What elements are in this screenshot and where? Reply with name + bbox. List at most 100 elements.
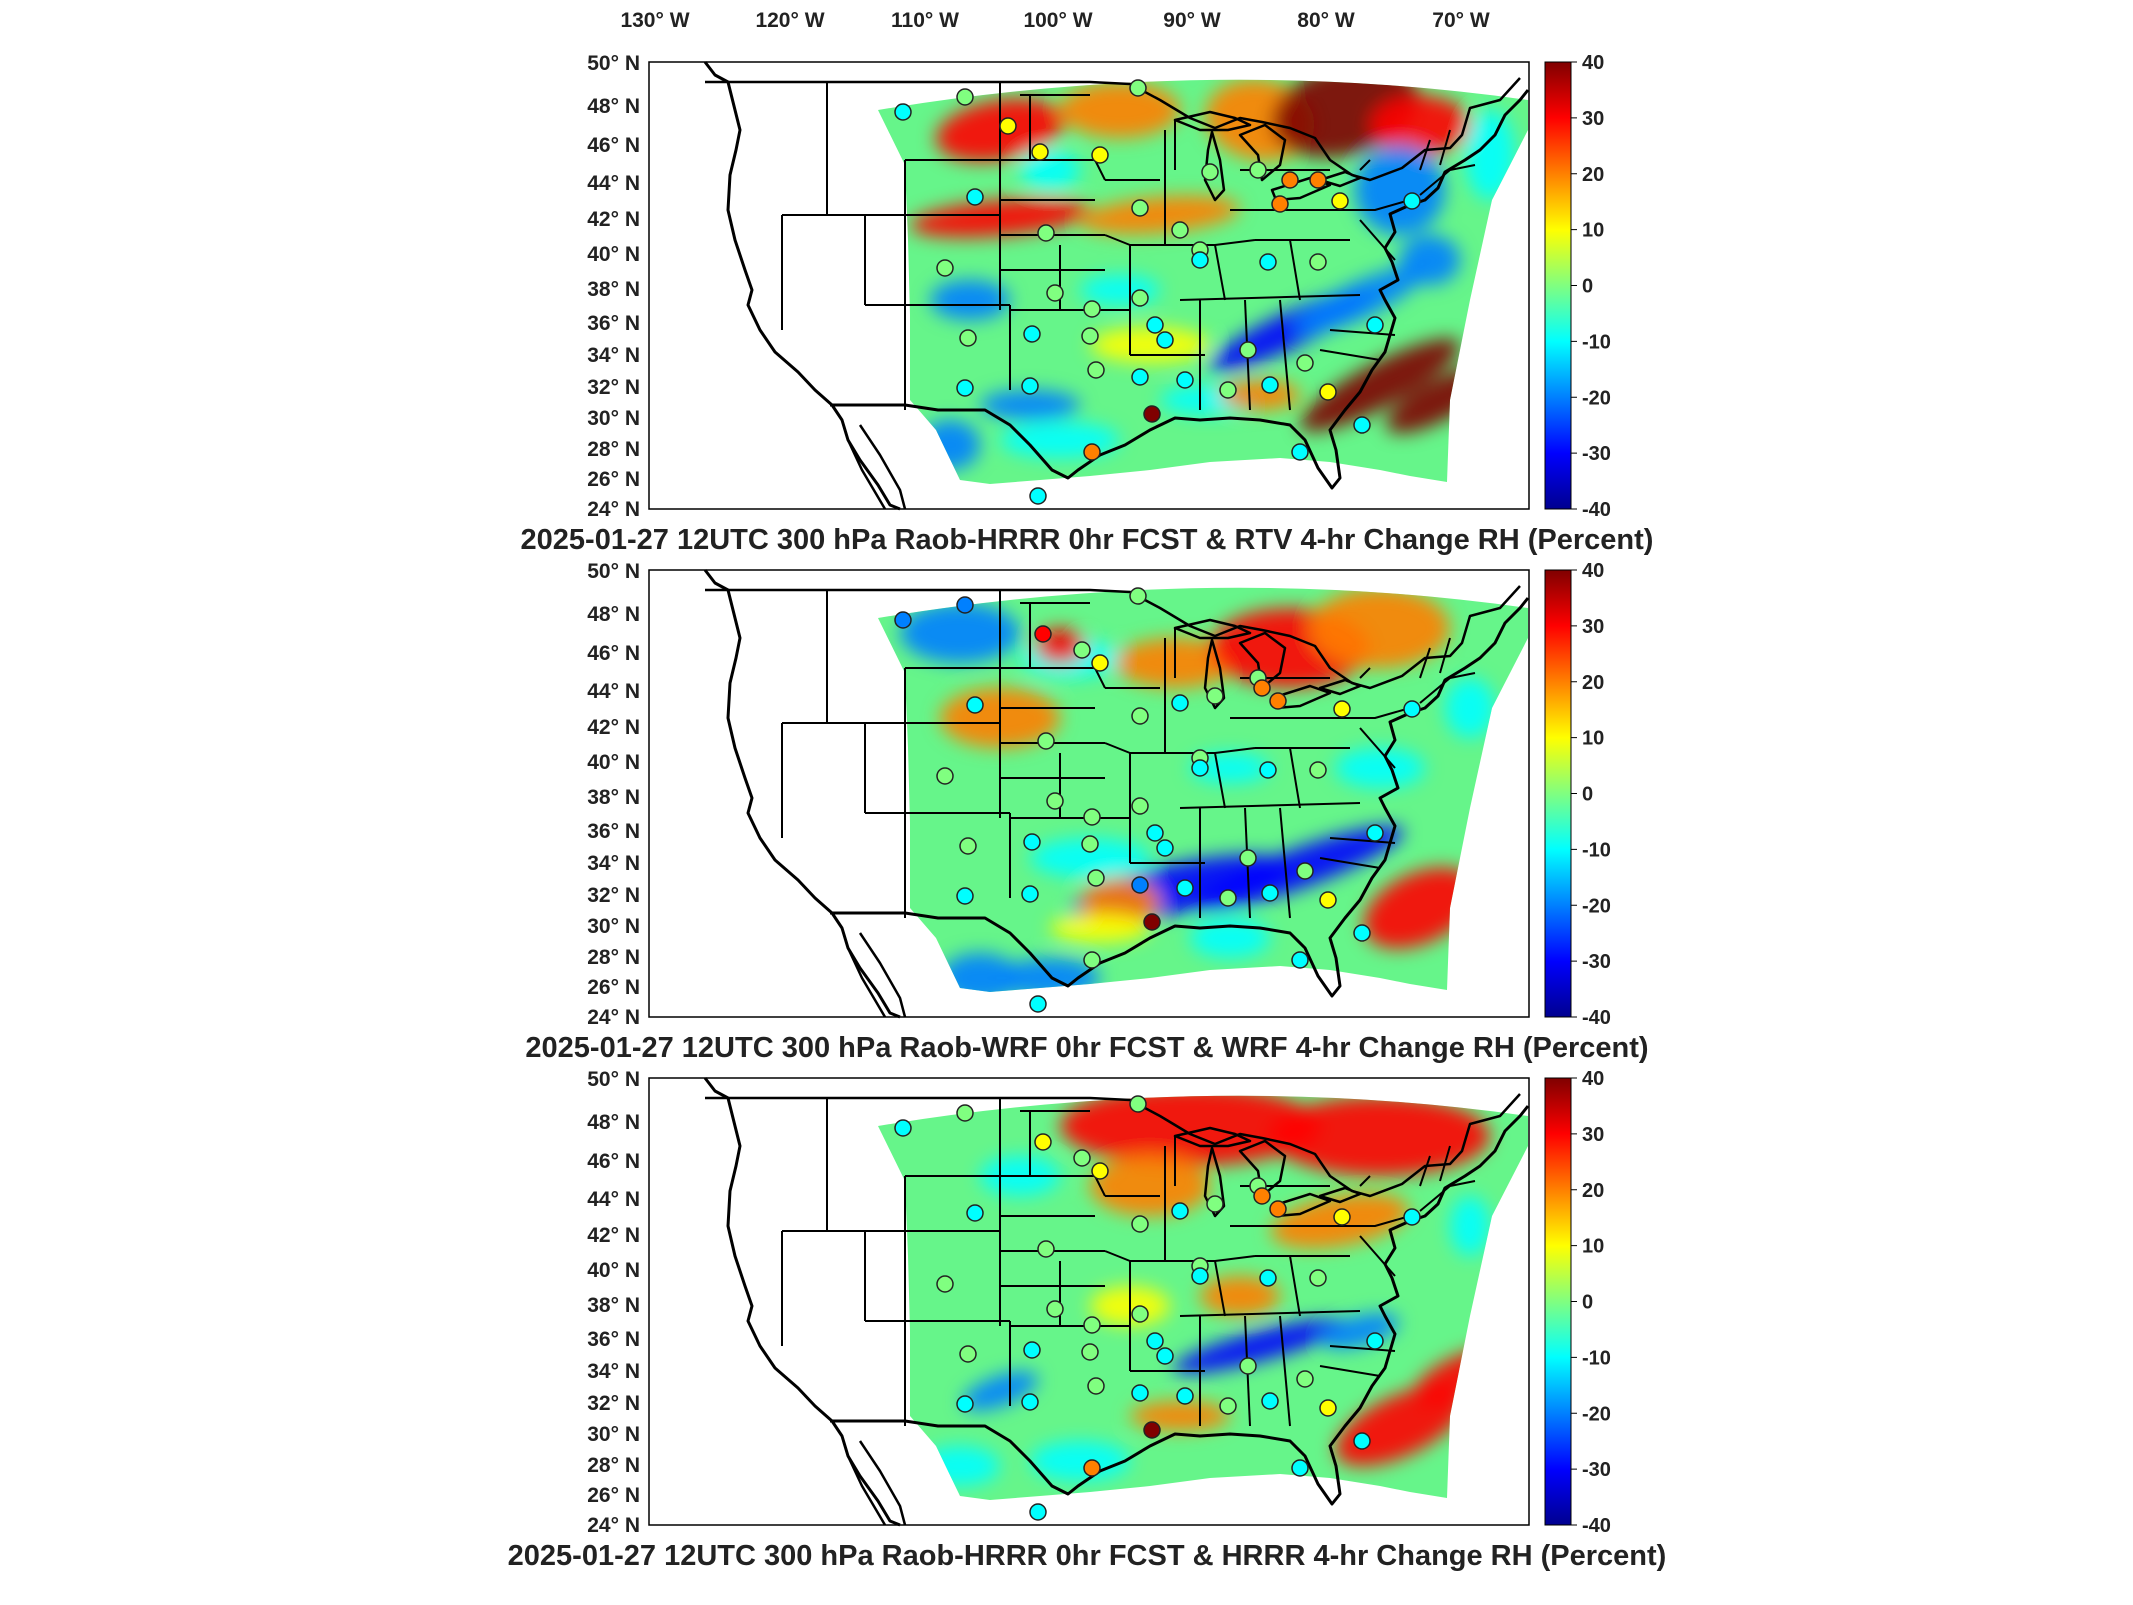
- raob-stations: [894, 1095, 1421, 1521]
- raob-station-marker: [1309, 761, 1327, 779]
- raob-station-marker: [1073, 1149, 1091, 1167]
- colorbar-tick-label: 0: [1582, 276, 1593, 298]
- baja-coast: [846, 1440, 907, 1526]
- raob-station-marker: [1083, 1316, 1101, 1334]
- raob-station-marker: [1403, 700, 1421, 718]
- field-anomaly: [1310, 588, 1450, 668]
- colorbar-tick-label: -20: [1582, 387, 1611, 409]
- colorbar-tick-label: 20: [1582, 1180, 1604, 1202]
- state-boundary: [1419, 164, 1476, 196]
- lat-label: 46° N: [587, 134, 640, 157]
- raob-station-marker: [1281, 171, 1299, 189]
- map-body: 40 30 20 10 0 -10 -20 -30 -40: [648, 560, 1611, 1029]
- panel-title: 2025-01-27 12UTC 300 hPa Raob-WRF 0hr FC…: [525, 1032, 1648, 1064]
- colorbar-tick-label: 40: [1582, 560, 1604, 582]
- lat-label: 46° N: [587, 642, 640, 665]
- raob-station-marker: [1171, 221, 1189, 239]
- field-anomaly: [1060, 82, 1180, 138]
- field-anomaly: [1090, 1156, 1210, 1216]
- great-lake-outline: [1238, 1139, 1287, 1198]
- lat-label: 50° N: [587, 1068, 640, 1091]
- field-anomaly: [1030, 1441, 1130, 1481]
- raob-station-marker: [1219, 381, 1237, 399]
- state-boundary: [1359, 727, 1396, 769]
- lat-label: 34° N: [587, 344, 640, 367]
- lat-label: 38° N: [587, 278, 640, 301]
- lat-label: 24° N: [587, 498, 640, 521]
- state-boundary: [1230, 707, 1411, 719]
- state-boundary: [1439, 637, 1451, 674]
- state-boundary: [1214, 1260, 1226, 1317]
- raob-station-marker: [936, 259, 954, 277]
- lon-label: 100° W: [1023, 9, 1092, 32]
- raob-station-marker: [1083, 951, 1101, 969]
- colorbar: 40 30 20 10 0 -10 -20 -30 -40: [1544, 560, 1611, 1029]
- raob-station-marker: [1309, 171, 1327, 189]
- raob-station-marker: [1176, 1387, 1194, 1405]
- raob-station-marker: [1087, 869, 1105, 887]
- raob-station-marker: [894, 103, 912, 121]
- lat-label: 44° N: [587, 680, 640, 703]
- colorbar-tick-label: 10: [1582, 728, 1604, 750]
- raob-station-marker: [1081, 327, 1099, 345]
- lat-label: 36° N: [587, 312, 640, 335]
- raob-station-marker: [1269, 692, 1287, 710]
- state-boundary: [1289, 239, 1301, 301]
- raob-station-marker: [1309, 253, 1327, 271]
- raob-station-marker: [1091, 654, 1109, 672]
- gulf-atlantic-coast: [830, 89, 1530, 490]
- state-boundary: [1359, 159, 1371, 171]
- great-lake-outline: [1173, 618, 1252, 640]
- raob-station-marker: [1021, 377, 1039, 395]
- lat-label: 36° N: [587, 1328, 640, 1351]
- raob-station-marker: [959, 837, 977, 855]
- raob-station-marker: [1259, 253, 1277, 271]
- great-lake-outline: [1203, 130, 1226, 202]
- colorbar-tick-label: 40: [1582, 1068, 1604, 1090]
- great-lake-outline: [1238, 123, 1287, 182]
- raob-stations: [894, 587, 1421, 1013]
- field-anomaly: [1299, 338, 1461, 432]
- colorbar-tick-label: -10: [1582, 839, 1611, 861]
- raob-station-marker: [1029, 995, 1047, 1013]
- colorbar-scale: [1544, 61, 1572, 510]
- field-anomaly: [930, 280, 1010, 320]
- lat-label: 50° N: [587, 52, 640, 75]
- raob-station-marker: [1083, 808, 1101, 826]
- field-anomaly: [1465, 110, 1515, 200]
- raob-station-marker: [1309, 1269, 1327, 1287]
- raob-station-marker: [1249, 161, 1267, 179]
- lat-label: 32° N: [587, 1392, 640, 1415]
- lat-label: 48° N: [587, 1111, 640, 1134]
- colorbar-tick-label: -30: [1582, 951, 1611, 973]
- raob-station-marker: [1131, 368, 1149, 386]
- raob-station-marker: [1403, 1208, 1421, 1226]
- state-boundary: [1419, 139, 1431, 171]
- raob-station-marker: [956, 1104, 974, 1122]
- raob-station-marker: [1296, 862, 1314, 880]
- raob-station-marker: [959, 329, 977, 347]
- colorbar: 40 30 20 10 0 -10 -20 -30 -40: [1544, 1068, 1611, 1537]
- state-boundary: [1279, 299, 1291, 411]
- raob-station-marker: [1261, 376, 1279, 394]
- raob-station-marker: [1031, 143, 1049, 161]
- lat-label: 40° N: [587, 751, 640, 774]
- field-anomaly: [1190, 753, 1270, 783]
- state-boundary: [1439, 129, 1451, 166]
- lat-label: 48° N: [587, 95, 640, 118]
- raob-station-marker: [956, 379, 974, 397]
- map-frame: [648, 569, 1530, 1018]
- state-boundary: [1179, 802, 1361, 809]
- raob-station-marker: [1333, 700, 1351, 718]
- great-lake-outline: [1318, 678, 1362, 696]
- raob-station-marker: [1176, 371, 1194, 389]
- lat-label: 50° N: [587, 560, 640, 583]
- colorbar-tick-label: -10: [1582, 331, 1611, 353]
- colorbar-tick-label: 40: [1582, 52, 1604, 74]
- state-boundary: [1319, 857, 1381, 869]
- raob-station-marker: [1191, 1267, 1209, 1285]
- lat-label: 40° N: [587, 243, 640, 266]
- raob-station-marker: [1021, 885, 1039, 903]
- field-anomaly: [962, 1371, 1038, 1411]
